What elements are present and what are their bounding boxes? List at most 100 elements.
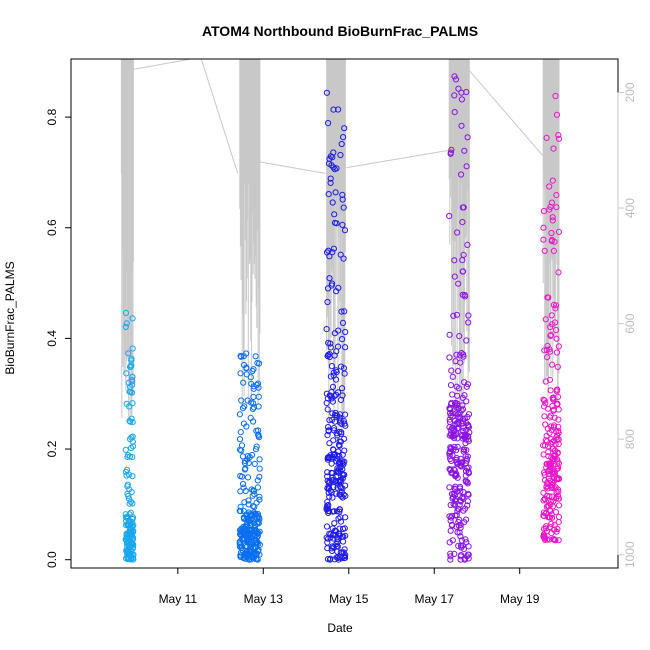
y2-axis: 200 400 600 800 1000	[617, 82, 637, 568]
data-point	[335, 441, 342, 448]
data-point	[250, 404, 258, 411]
data-point	[340, 533, 347, 540]
y-tick-label: 0.6	[45, 219, 59, 236]
data-point	[554, 525, 561, 533]
data-point	[553, 192, 560, 199]
data-point	[324, 353, 331, 360]
data-point	[457, 542, 465, 549]
data-point	[339, 525, 347, 533]
data-point	[454, 392, 461, 399]
data-point	[446, 450, 453, 457]
data-point	[448, 425, 456, 432]
data-point	[129, 473, 136, 480]
data-point	[126, 453, 133, 460]
data-point	[540, 489, 547, 496]
data-point	[452, 486, 459, 493]
data-point	[452, 472, 459, 479]
data-point	[454, 229, 461, 236]
data-point	[332, 189, 339, 196]
data-point	[251, 491, 258, 498]
data-point	[339, 392, 346, 399]
data-point	[333, 391, 340, 398]
data-point	[547, 348, 554, 355]
data-point	[545, 443, 552, 450]
data-point	[540, 224, 547, 231]
data-point	[451, 550, 458, 558]
data-point	[549, 217, 556, 224]
data-point	[546, 183, 553, 190]
data-point	[540, 208, 548, 215]
data-point	[458, 122, 465, 129]
data-point	[466, 429, 473, 436]
data-point	[125, 492, 132, 499]
data-point	[543, 134, 550, 141]
data-point	[242, 487, 249, 495]
data-point	[555, 495, 563, 502]
data-point	[236, 436, 244, 443]
data-point	[129, 438, 136, 445]
data-point	[326, 417, 333, 424]
data-point	[337, 151, 344, 159]
data-point	[253, 443, 260, 450]
data-point	[244, 474, 252, 481]
data-point	[239, 453, 246, 460]
data-point	[325, 247, 332, 254]
data-point	[448, 445, 455, 452]
data-point	[326, 479, 333, 486]
data-point	[459, 204, 466, 211]
data-point	[328, 389, 335, 396]
data-point	[459, 219, 466, 226]
data-point	[459, 268, 466, 275]
data-point	[543, 484, 550, 491]
data-point	[340, 255, 347, 262]
x-tick-label: May 11	[159, 592, 198, 606]
data-point	[249, 367, 256, 375]
data-point	[541, 536, 549, 544]
data-point	[446, 484, 453, 491]
series-flight-3	[323, 89, 349, 563]
x-tick-label: May 13	[244, 592, 284, 606]
data-point	[545, 449, 552, 456]
data-point	[329, 416, 336, 423]
data-point	[452, 483, 459, 490]
data-point	[334, 543, 341, 550]
data-point	[125, 350, 132, 357]
data-point	[464, 241, 471, 248]
data-point	[465, 312, 472, 319]
data-point	[336, 442, 343, 449]
data-point	[327, 179, 334, 186]
data-point	[339, 385, 346, 392]
data-point	[458, 89, 465, 96]
data-point	[324, 502, 331, 509]
data-point	[550, 145, 557, 152]
data-point	[544, 425, 551, 432]
data-point	[547, 460, 555, 467]
data-point	[237, 488, 244, 495]
data-point	[239, 473, 246, 480]
data-point	[448, 146, 455, 153]
data-point	[338, 493, 345, 500]
data-point	[462, 505, 469, 512]
data-point	[253, 551, 260, 558]
data-point	[237, 508, 244, 515]
data-point	[129, 500, 136, 507]
data-point	[251, 460, 258, 467]
data-point	[553, 335, 560, 342]
data-point	[555, 513, 563, 521]
data-point	[331, 508, 338, 515]
data-point	[130, 443, 137, 450]
data-point	[464, 479, 471, 486]
data-point	[542, 400, 549, 407]
data-point	[330, 369, 337, 376]
data-point	[545, 475, 552, 482]
data-point	[252, 511, 260, 518]
data-point	[127, 363, 134, 370]
data-point	[456, 333, 463, 340]
data-point	[341, 370, 348, 377]
data-point	[250, 385, 257, 392]
data-point	[550, 422, 558, 429]
data-point	[447, 467, 454, 474]
data-point	[256, 496, 263, 503]
data-point	[126, 500, 133, 507]
data-point	[324, 395, 331, 402]
